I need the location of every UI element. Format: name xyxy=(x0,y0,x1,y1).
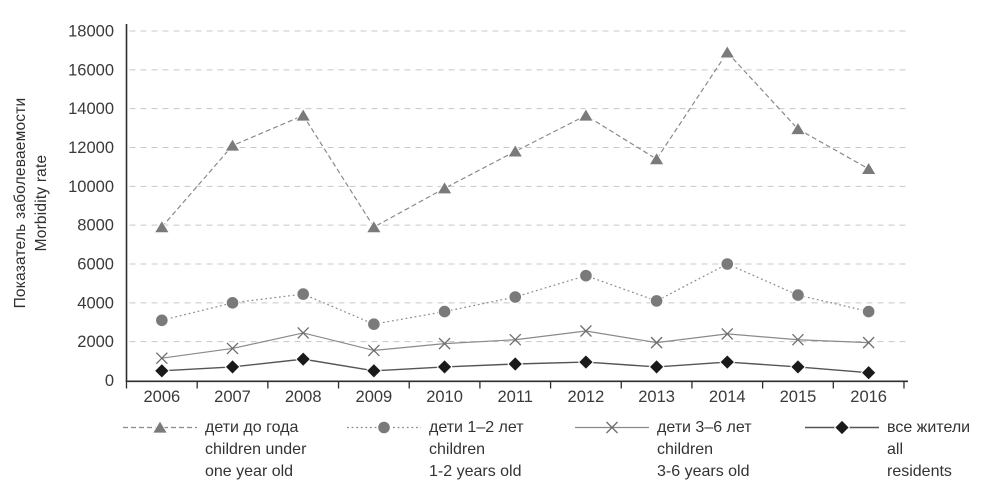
svg-text:2011: 2011 xyxy=(497,388,532,406)
svg-text:18000: 18000 xyxy=(68,23,114,41)
legend-item-children-3-6: дети 3–6 лет children 3-6 years old xyxy=(575,417,752,483)
svg-text:2006: 2006 xyxy=(143,388,180,406)
legend-item-children-1-2: дети 1–2 лет children 1-2 years old xyxy=(347,417,524,483)
svg-text:14000: 14000 xyxy=(68,100,114,118)
legend-line-en2: one year old xyxy=(205,463,294,480)
axes xyxy=(125,24,908,389)
svg-text:12000: 12000 xyxy=(68,139,114,157)
legend-line-en1: children xyxy=(429,441,486,458)
legend-marker-x-icon xyxy=(575,421,649,434)
legend-line-en2: 1-2 years old xyxy=(429,463,522,480)
svg-text:16000: 16000 xyxy=(68,61,114,79)
y-axis-title-en: Morbidity rate xyxy=(33,154,50,252)
y-axis-title-ru: Показатель заболеваемости xyxy=(12,97,29,309)
series-triangle xyxy=(153,44,877,234)
legend-label: дети до года children under one year old xyxy=(205,417,306,483)
morbidity-line-chart: 0 2000 4000 6000 8000 10000 12000 14000 16000 180… xyxy=(68,23,908,406)
series-circle xyxy=(155,257,876,331)
legend-line-ru: дети 3–6 лет xyxy=(657,419,752,436)
legend-line-en1: children xyxy=(657,441,714,458)
y-axis-title: Показатель заболеваемости Morbidity rate xyxy=(10,23,54,383)
svg-text:2007: 2007 xyxy=(214,388,251,406)
legend-item-children-under-one: дети до года children under one year old xyxy=(123,417,306,483)
series-diamond xyxy=(153,351,877,381)
svg-text:2015: 2015 xyxy=(780,388,817,406)
legend-item-all-residents: все жители all residents xyxy=(805,417,970,483)
legend-marker-circle-icon xyxy=(347,420,421,435)
legend-line-en2: residents xyxy=(887,463,952,480)
svg-text:6000: 6000 xyxy=(77,256,114,274)
svg-text:2010: 2010 xyxy=(426,388,463,406)
svg-text:0: 0 xyxy=(105,372,114,390)
legend-label: дети 1–2 лет children 1-2 years old xyxy=(429,417,524,483)
legend-label: дети 3–6 лет children 3-6 years old xyxy=(657,417,752,483)
svg-text:2013: 2013 xyxy=(638,388,675,406)
x-tick-labels: 2006 2007 2008 2009 2010 2011 2012 2013 2014 2015… xyxy=(143,388,887,406)
legend-line-ru: дети 1–2 лет xyxy=(429,419,524,436)
svg-text:2016: 2016 xyxy=(850,388,887,406)
svg-text:4000: 4000 xyxy=(77,294,114,312)
svg-text:2008: 2008 xyxy=(285,388,322,406)
legend-marker-diamond-icon xyxy=(805,420,879,435)
series-x xyxy=(155,325,875,365)
legend-label: все жители all residents xyxy=(887,417,970,483)
svg-text:2009: 2009 xyxy=(356,388,393,406)
legend-marker-triangle-icon xyxy=(123,420,197,434)
svg-text:2012: 2012 xyxy=(568,388,605,406)
svg-text:2000: 2000 xyxy=(77,333,114,351)
legend-line-en1: all xyxy=(887,441,904,458)
svg-text:10000: 10000 xyxy=(68,178,114,196)
legend-line-en1: children under xyxy=(205,441,307,458)
legend-line-ru: дети до года xyxy=(205,419,299,436)
legend-line-en2: 3-6 years old xyxy=(657,463,750,480)
svg-text:8000: 8000 xyxy=(77,217,114,235)
y-tick-labels: 0 2000 4000 6000 8000 10000 12000 14000 16000 180… xyxy=(68,23,114,391)
legend-line-ru: все жители xyxy=(887,419,971,436)
svg-text:2014: 2014 xyxy=(709,388,746,406)
gridlines xyxy=(129,30,908,343)
